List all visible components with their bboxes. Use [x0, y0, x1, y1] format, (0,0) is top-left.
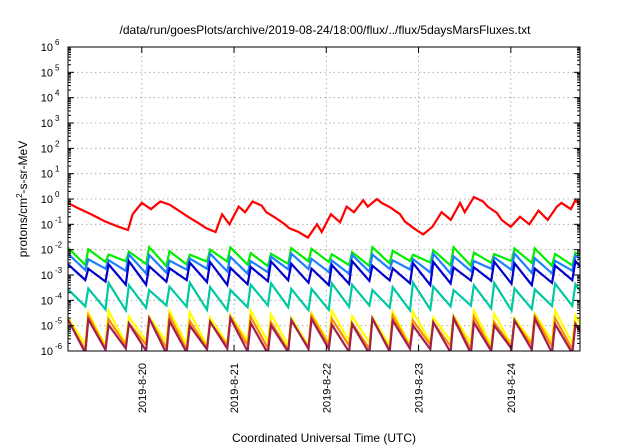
series-line	[68, 314, 580, 351]
y-axis-label-pre: protons/cm	[16, 198, 30, 257]
chart-title: /data/run/goesPlots/archive/2019-08-24/1…	[120, 23, 532, 37]
y-tick-label: 10 -1	[41, 215, 63, 231]
y-axis-label: protons/cm2-s-sr-MeV	[15, 141, 30, 257]
series-line	[68, 306, 580, 350]
series-line	[68, 251, 580, 277]
series-line	[68, 258, 580, 288]
y-tick-label: 10 2	[41, 139, 60, 155]
x-tick-label: 2019-8-21	[229, 363, 241, 413]
grid	[68, 47, 580, 351]
y-tick-label: 10 4	[41, 89, 60, 105]
series-line	[68, 279, 580, 314]
y-tick-label: 10 -5	[41, 317, 63, 333]
y-tick-label: 10 -3	[41, 266, 63, 282]
y-tick-label: 10 -4	[41, 291, 63, 307]
y-axis-label-post: -s-sr-MeV	[16, 141, 30, 194]
y-tick-label: 10 6	[41, 38, 60, 54]
series-line	[68, 244, 580, 269]
y-axis: 10 -6 10 -5 10 -4 10 -3 10 -2 10 -1 10 0 10 1 10 2 10 3 10 4 1…	[41, 38, 580, 358]
x-tick-label: 2019-8-24	[506, 363, 518, 413]
x-tick-label: 2019-8-22	[321, 363, 333, 413]
x-axis: 2019-8-20 2019-8-21 2019-8-22 2019-8-23 2019…	[137, 47, 518, 413]
y-axis-label-sup: 2	[15, 193, 24, 198]
y-tick-label: 10 3	[41, 114, 60, 130]
y-tick-label: 10 0	[41, 190, 60, 206]
x-tick-label: 2019-8-20	[137, 363, 149, 413]
y-tick-label: 10 -2	[41, 241, 63, 257]
series-group	[68, 195, 580, 351]
y-tick-label: 10 -6	[41, 342, 63, 358]
y-tick-label: 10 5	[41, 63, 60, 79]
x-tick-label: 2019-8-23	[414, 363, 426, 413]
series-line	[68, 195, 580, 240]
y-tick-label: 10 1	[41, 165, 60, 181]
x-axis-label: Coordinated Universal Time (UTC)	[232, 431, 416, 445]
